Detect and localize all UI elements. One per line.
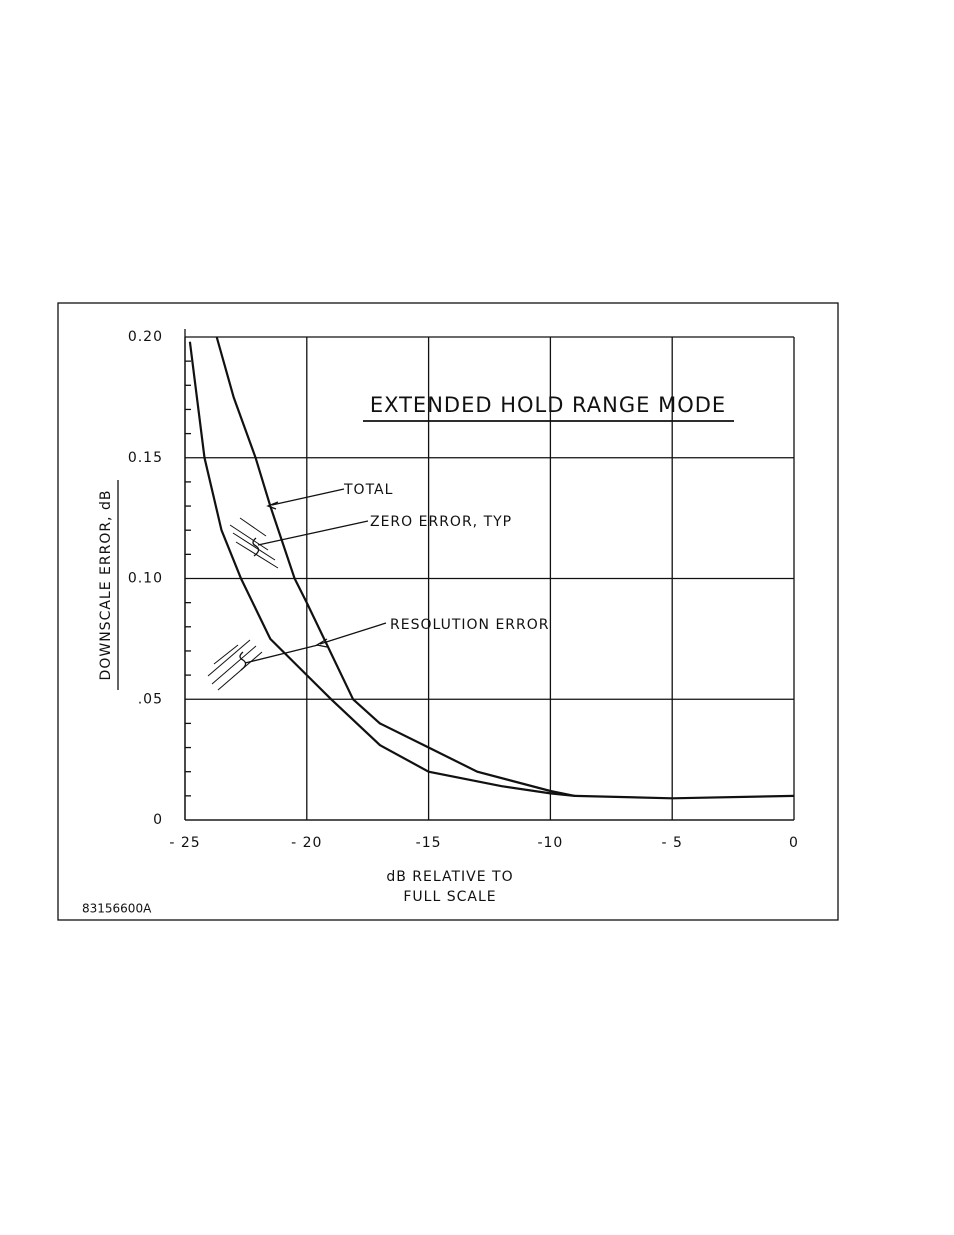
hatch-resolution	[207, 639, 263, 691]
figure-frame	[57, 302, 839, 921]
annotation: ZERO ERROR, TYP	[370, 514, 512, 530]
x-tick-label: - 25	[169, 835, 200, 851]
x-tick-label: 0	[789, 835, 799, 851]
y-tick-label: 0.20	[128, 329, 163, 345]
x-axis-label: dB RELATIVE TO	[386, 869, 513, 885]
y-tick-label: 0.10	[128, 571, 163, 587]
x-tick-label: - 5	[661, 835, 682, 851]
x-tick-label: -10	[537, 835, 563, 851]
figure-id: 83156600A	[82, 902, 152, 916]
y-tick-label: 0.15	[128, 450, 163, 466]
y-axis-label: DOWNSCALE ERROR, dB	[98, 490, 114, 681]
leader-arrow	[266, 488, 345, 510]
annotation: TOTAL	[343, 482, 393, 498]
leader-line	[244, 644, 319, 664]
line-series	[188, 341, 575, 797]
x-axis-label: FULL SCALE	[403, 889, 496, 905]
x-tick-label: -15	[416, 835, 442, 851]
hatch-zero	[229, 517, 279, 569]
annotation: RESOLUTION ERROR	[390, 617, 550, 633]
y-tick-label: 0	[153, 812, 163, 828]
x-tick-label: - 20	[291, 835, 322, 851]
leader-line	[257, 520, 369, 546]
y-tick-label: .05	[138, 691, 163, 707]
